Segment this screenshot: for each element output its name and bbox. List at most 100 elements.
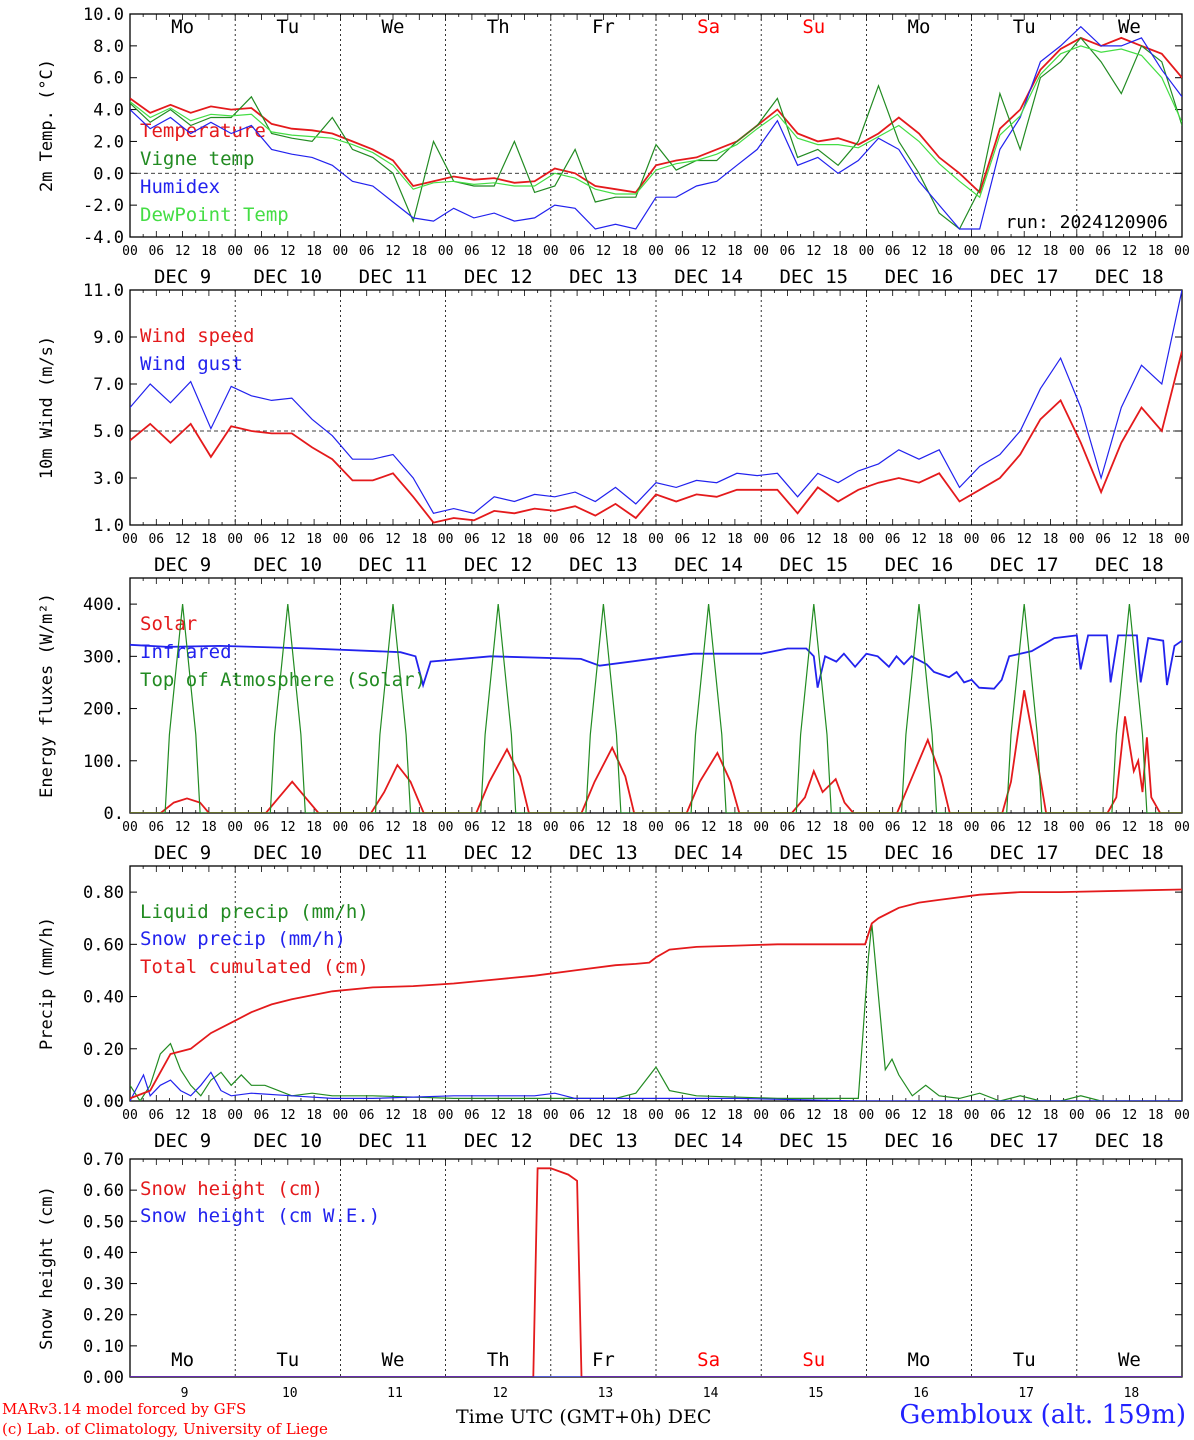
hour-tick-label: 18 bbox=[517, 1108, 533, 1123]
hour-tick-label: 12 bbox=[175, 820, 191, 835]
y-tick-label: 3.0 bbox=[93, 469, 124, 489]
hour-tick-label: 18 bbox=[937, 244, 953, 259]
hour-tick-label: 06 bbox=[885, 820, 901, 835]
hour-tick-label: 00 bbox=[543, 244, 559, 259]
weekday-label: We bbox=[382, 16, 405, 38]
hour-tick-label: 12 bbox=[911, 532, 927, 547]
series-line bbox=[130, 1071, 1182, 1101]
hour-tick-label: 00 bbox=[122, 244, 138, 259]
hour-tick-label: 12 bbox=[385, 1108, 401, 1123]
legend-entry: Humidex bbox=[140, 176, 220, 198]
weekday-label: Tu bbox=[1013, 1349, 1036, 1371]
hour-tick-label: 18 bbox=[937, 532, 953, 547]
hour-tick-label: 00 bbox=[964, 244, 980, 259]
hour-tick-label: 18 bbox=[1148, 244, 1164, 259]
hour-tick-label: 12 bbox=[1016, 244, 1032, 259]
hour-tick-label: 06 bbox=[569, 1108, 585, 1123]
date-label: DEC 12 bbox=[464, 266, 533, 288]
panel-3: 0. 100. 200. 300. 400. Energy fluxes (W/m²) 00… bbox=[37, 577, 1190, 864]
lab-credit: (c) Lab. of Climatology, University of L… bbox=[2, 1420, 328, 1438]
legend-entry: Snow height (cm W.E.) bbox=[140, 1205, 380, 1227]
hour-tick-label: 12 bbox=[280, 820, 296, 835]
y-tick-label: 200. bbox=[83, 700, 124, 720]
day-number: 16 bbox=[913, 1386, 929, 1401]
hour-tick-label: 18 bbox=[622, 820, 638, 835]
weekday-label: Fr bbox=[592, 1349, 615, 1371]
hour-tick-label: 00 bbox=[1069, 532, 1085, 547]
hour-tick-label: 06 bbox=[1095, 244, 1111, 259]
hour-tick-label: 18 bbox=[1043, 1108, 1059, 1123]
date-label: DEC 12 bbox=[464, 1130, 533, 1152]
hour-tick-label: 00 bbox=[122, 532, 138, 547]
date-label: DEC 13 bbox=[569, 554, 638, 576]
date-label: DEC 15 bbox=[779, 842, 848, 864]
hour-tick-label: 00 bbox=[648, 532, 664, 547]
date-label: DEC 16 bbox=[885, 554, 954, 576]
date-label: DEC 15 bbox=[779, 1130, 848, 1152]
series-line bbox=[130, 690, 1182, 813]
legend-entry: Solar bbox=[140, 613, 197, 635]
legend-entry: Infrared bbox=[140, 641, 232, 663]
series-line bbox=[130, 350, 1182, 524]
y-tick-label: 300. bbox=[83, 647, 124, 667]
hour-tick-label: 18 bbox=[517, 532, 533, 547]
weekday-label: Fr bbox=[592, 16, 615, 38]
hour-tick-label: 12 bbox=[1016, 532, 1032, 547]
hour-tick-label: 06 bbox=[359, 820, 375, 835]
model-credit: MARv3.14 model forced by GFS bbox=[2, 1400, 247, 1418]
hour-tick-label: 06 bbox=[674, 244, 690, 259]
y-axis-label: 2m Temp. (°C) bbox=[37, 59, 57, 192]
hour-tick-label: 12 bbox=[1122, 1108, 1138, 1123]
y-tick-label: -2.0 bbox=[83, 196, 124, 216]
y-tick-label: 0. bbox=[104, 804, 124, 824]
hour-tick-label: 12 bbox=[490, 532, 506, 547]
hour-tick-label: 18 bbox=[517, 244, 533, 259]
hour-tick-label: 06 bbox=[990, 820, 1006, 835]
hour-tick-label: 06 bbox=[359, 532, 375, 547]
hour-tick-label: 06 bbox=[464, 1108, 480, 1123]
y-tick-label: 0.80 bbox=[83, 883, 124, 903]
y-tick-label: 0.00 bbox=[83, 1092, 124, 1112]
date-label: DEC 12 bbox=[464, 554, 533, 576]
hour-tick-label: 00 bbox=[859, 820, 875, 835]
day-number: 15 bbox=[808, 1386, 824, 1401]
hour-tick-label: 06 bbox=[1095, 1108, 1111, 1123]
hour-tick-label: 12 bbox=[701, 532, 717, 547]
hour-tick-label: 00 bbox=[859, 1108, 875, 1123]
series-line bbox=[130, 36, 1182, 195]
weekday-label: Su bbox=[802, 1349, 825, 1371]
series-line bbox=[130, 1167, 1182, 1377]
hour-tick-label: 00 bbox=[1069, 1108, 1085, 1123]
hour-tick-label: 18 bbox=[411, 532, 427, 547]
series-line bbox=[130, 36, 1182, 230]
hour-tick-label: 12 bbox=[701, 820, 717, 835]
hour-tick-label: 18 bbox=[832, 532, 848, 547]
hour-tick-label: 12 bbox=[596, 820, 612, 835]
weekday-label: Tu bbox=[276, 1349, 299, 1371]
hour-tick-label: 18 bbox=[201, 820, 217, 835]
hour-tick-label: 12 bbox=[280, 532, 296, 547]
hour-tick-label: 18 bbox=[832, 820, 848, 835]
hour-tick-label: 12 bbox=[385, 820, 401, 835]
y-tick-label: 9.0 bbox=[93, 328, 124, 348]
hour-tick-label: 06 bbox=[359, 244, 375, 259]
day-number: 9 bbox=[181, 1386, 189, 1401]
hour-tick-label: 00 bbox=[753, 1108, 769, 1123]
hour-tick-label: 00 bbox=[543, 532, 559, 547]
date-label: DEC 18 bbox=[1095, 842, 1164, 864]
date-label: DEC 9 bbox=[154, 266, 211, 288]
hour-tick-label: 00 bbox=[1174, 532, 1190, 547]
hour-tick-label: 00 bbox=[122, 820, 138, 835]
hour-tick-label: 12 bbox=[806, 244, 822, 259]
legend-entry: Snow precip (mm/h) bbox=[140, 928, 346, 950]
hour-tick-label: 06 bbox=[1095, 820, 1111, 835]
hour-tick-label: 06 bbox=[359, 1108, 375, 1123]
hour-tick-label: 06 bbox=[254, 1108, 270, 1123]
hour-tick-label: 00 bbox=[227, 820, 243, 835]
x-axis-title: Time UTC (GMT+0h) DEC bbox=[456, 1406, 712, 1428]
date-label: DEC 16 bbox=[885, 266, 954, 288]
y-tick-label: 0.30 bbox=[83, 1275, 124, 1295]
date-label: DEC 14 bbox=[674, 266, 743, 288]
hour-tick-label: 00 bbox=[438, 820, 454, 835]
series-line bbox=[130, 25, 1182, 230]
